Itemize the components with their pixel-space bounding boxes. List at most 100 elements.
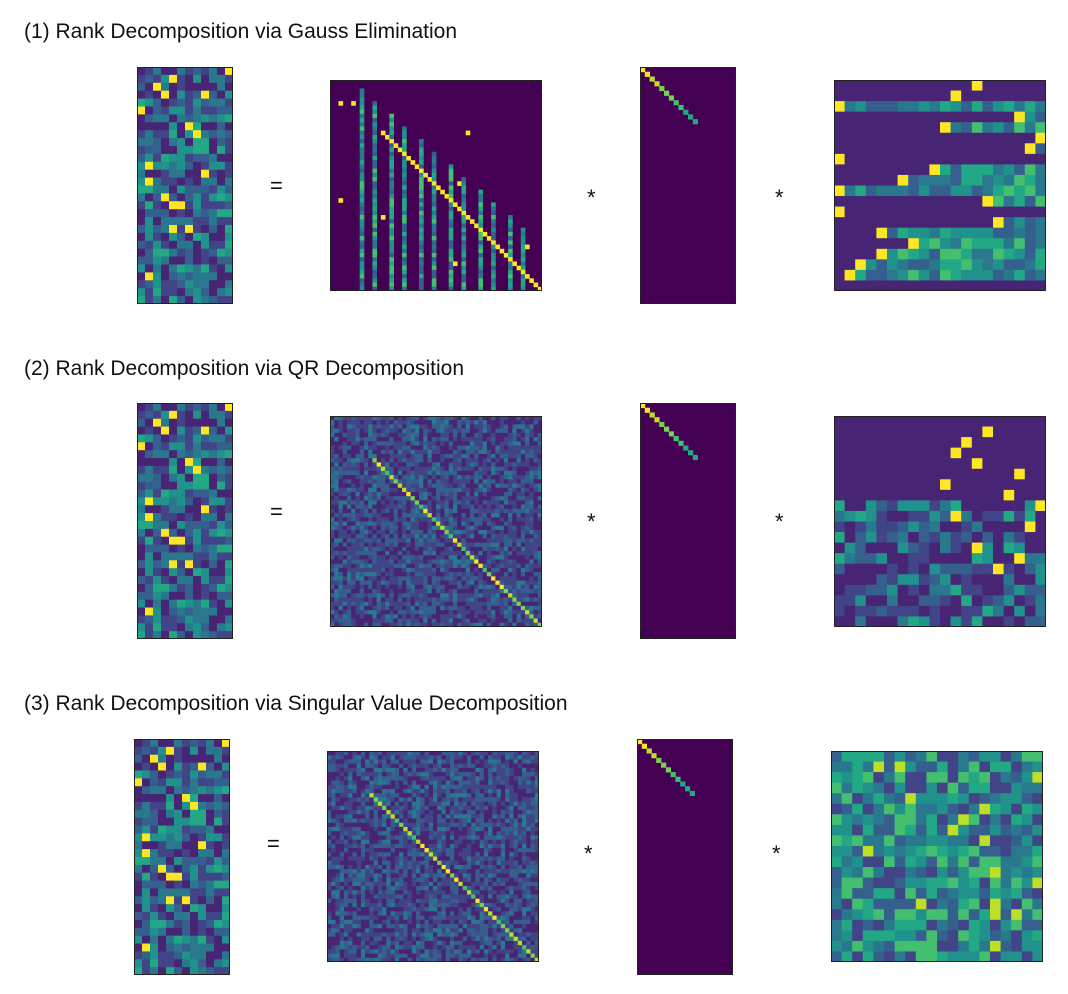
heatmap-cell xyxy=(529,491,534,497)
heatmap-cell xyxy=(214,833,223,842)
heatmap-cell xyxy=(372,202,378,207)
heatmap-cell xyxy=(406,449,411,455)
heatmap-cell xyxy=(512,500,517,506)
heatmap-cell xyxy=(471,751,476,756)
heatmap-cell xyxy=(419,143,424,148)
heatmap-cell xyxy=(137,225,146,234)
heatmap-cell xyxy=(363,416,369,421)
heatmap-cell xyxy=(198,833,207,842)
heatmap-cell xyxy=(465,589,471,594)
heatmap-cell xyxy=(993,468,1004,480)
heatmap-cell xyxy=(457,538,462,543)
heatmap-cell xyxy=(508,534,513,539)
heatmap-cell xyxy=(372,597,378,603)
heatmap-cell xyxy=(397,601,403,607)
heatmap-cell xyxy=(855,248,867,260)
heatmap-cell xyxy=(153,98,162,107)
heatmap-cell xyxy=(448,441,454,446)
heatmap-cell xyxy=(389,453,394,459)
heatmap-cell xyxy=(508,240,513,245)
heatmap-cell xyxy=(363,470,369,476)
heatmap-cell xyxy=(876,510,888,522)
heatmap-cell xyxy=(855,111,867,123)
heatmap-cell xyxy=(950,426,962,438)
heatmap-cell xyxy=(201,576,210,585)
heatmap-cell xyxy=(855,563,867,575)
heatmap-cell xyxy=(834,574,845,586)
heatmap-cell xyxy=(855,416,867,427)
heatmap-cell xyxy=(929,489,941,501)
heatmap-cell xyxy=(865,521,877,533)
heatmap-cell xyxy=(193,193,202,202)
heatmap-cell xyxy=(512,605,517,611)
heatmap-cell xyxy=(474,563,479,569)
heatmap-cell xyxy=(153,544,162,553)
heatmap-cell xyxy=(499,504,505,510)
heatmap-cell xyxy=(161,225,170,234)
heatmap-cell xyxy=(330,496,335,501)
heatmap-cell xyxy=(469,546,475,552)
heatmap-cell xyxy=(452,508,458,514)
heatmap-cell xyxy=(150,951,159,960)
heatmap-cell xyxy=(897,510,909,522)
heatmap-cell xyxy=(431,542,437,548)
heatmap-cell xyxy=(142,770,151,779)
heatmap-cell xyxy=(225,450,233,459)
heatmap-cell xyxy=(134,896,143,905)
heatmap-cell xyxy=(372,126,378,132)
heatmap-cell xyxy=(402,274,407,279)
heatmap-cell xyxy=(372,622,378,627)
heatmap-cell xyxy=(209,296,218,304)
heatmap-cell xyxy=(478,542,484,548)
heatmap-cell xyxy=(423,445,428,451)
heatmap-cell xyxy=(876,248,888,260)
heatmap-cell xyxy=(525,432,530,438)
heatmap-cell xyxy=(908,164,920,176)
heatmap-cell xyxy=(436,428,441,434)
heatmap-cell xyxy=(380,449,386,455)
heatmap-cell xyxy=(461,282,467,288)
heatmap-cell xyxy=(474,517,479,522)
heatmap-cell xyxy=(406,614,411,619)
heatmap-cell xyxy=(137,193,146,202)
heatmap-cell xyxy=(222,864,230,874)
heatmap-cell xyxy=(153,528,162,538)
heatmap-cell xyxy=(427,508,433,514)
heatmap-cell xyxy=(342,529,348,535)
heatmap-cell xyxy=(174,833,183,842)
heatmap-cell xyxy=(423,475,428,480)
heatmap-cell xyxy=(897,563,909,575)
heatmap-cell xyxy=(478,610,484,615)
heatmap-cell xyxy=(668,95,674,101)
heatmap-cell xyxy=(516,605,522,611)
heatmap-cell xyxy=(982,616,994,627)
heatmap-cell xyxy=(380,475,386,480)
heatmap-cell xyxy=(161,146,170,155)
heatmap-cell xyxy=(209,193,218,202)
heatmap-cell xyxy=(993,248,1004,260)
heatmap-cell xyxy=(876,563,888,575)
heatmap-cell xyxy=(182,754,191,763)
heatmap-cell xyxy=(461,610,467,615)
heatmap-cell xyxy=(385,584,390,590)
heatmap-cell xyxy=(440,483,445,489)
heatmap-cell xyxy=(465,622,471,627)
heatmap-cell xyxy=(423,525,428,531)
heatmap-cell xyxy=(1024,510,1036,522)
heatmap-cell xyxy=(177,623,186,632)
heatmap-cell xyxy=(525,525,530,531)
heatmap-cell xyxy=(529,449,534,455)
heatmap-cell xyxy=(482,542,488,548)
heatmap-cell xyxy=(876,416,888,427)
heatmap-cell xyxy=(225,631,233,639)
heatmap-cell xyxy=(351,441,356,446)
heatmap-cell xyxy=(537,580,542,586)
heatmap-cell xyxy=(380,437,386,442)
heatmap-cell xyxy=(161,434,170,443)
heatmap-cell xyxy=(177,513,186,522)
heatmap-cell xyxy=(376,559,382,565)
heatmap-cell xyxy=(444,538,450,543)
heatmap-cell xyxy=(402,172,407,178)
heatmap-cell xyxy=(145,552,154,561)
heatmap-cell xyxy=(525,521,530,527)
